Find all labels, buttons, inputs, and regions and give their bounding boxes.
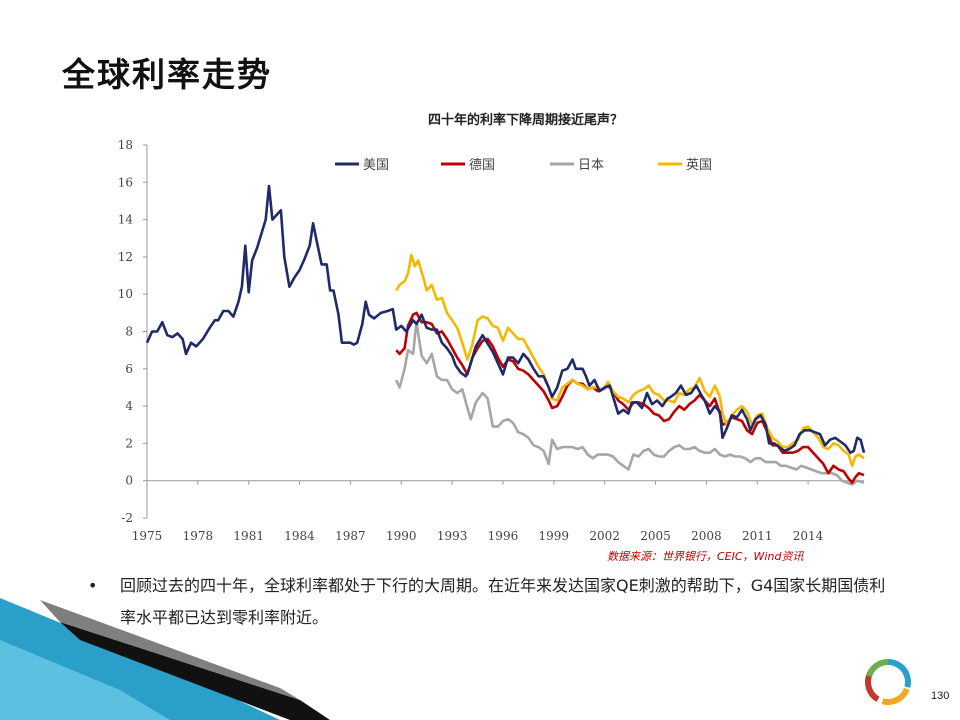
data-source-note: 数据来源：世界银行，CEIC，Wind资讯 [607,550,804,563]
grey-swoosh [40,600,300,700]
y-tick-label: 18 [118,138,133,152]
black-swoosh [60,622,330,720]
legend-label: 日本 [578,158,604,173]
y-tick-label: 4 [125,399,133,413]
x-tick-label: 2011 [742,529,773,543]
legend-label: 美国 [363,158,389,173]
y-tick-label: 10 [118,287,133,301]
y-tick-label: 16 [118,175,133,189]
x-tick-label: 1987 [335,529,366,543]
y-tick-label: 8 [125,325,133,339]
series-line-2 [395,320,865,486]
bullet-text: 回顾过去的四十年，全球利率都处于下行的大周期。在近年来发达国家QE刺激的帮助下，… [120,576,886,627]
x-tick-label: 1993 [437,529,468,543]
x-tick-label: 1975 [132,529,163,543]
y-tick-label: 6 [125,362,133,376]
x-tick-label: 2005 [640,529,671,543]
x-tick-label: 1978 [183,529,214,543]
left-teal-swoosh-light [0,640,170,720]
slide-title: 全球利率走势 [62,55,272,94]
legend-label: 德国 [469,158,495,173]
y-tick-label: 12 [118,250,133,264]
x-tick-label: 1981 [233,529,264,543]
x-tick-label: 1999 [539,529,570,543]
logo-icon [865,658,911,705]
bullet-marker: • [88,576,98,595]
legend-label: 英国 [686,158,712,173]
y-tick-label: 0 [125,474,133,488]
x-tick-label: 1990 [386,529,417,543]
series-line-0 [145,184,866,454]
x-tick-label: 2002 [589,529,620,543]
x-tick-label: 2008 [691,529,722,543]
chart-title: 四十年的利率下降周期接近尾声？ [428,112,623,128]
x-tick-label: 2014 [793,529,824,543]
page-number: 130 [931,690,950,702]
x-tick-label: 1996 [488,529,519,543]
y-tick-label: 14 [118,213,134,227]
series-line-3 [395,253,865,468]
y-tick-label: -2 [121,511,133,525]
x-tick-label: 1984 [284,529,315,543]
y-tick-label: 2 [125,436,133,450]
